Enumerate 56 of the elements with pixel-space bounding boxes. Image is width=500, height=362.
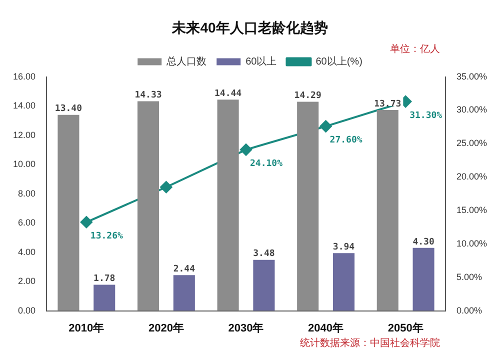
y-tick-label: 6.00	[18, 218, 36, 228]
point	[80, 216, 92, 228]
y-tick-label: 10.00	[12, 159, 36, 170]
data-label: 31.30%	[410, 110, 443, 121]
y2-tick-label: 30.00%	[456, 104, 488, 115]
data-label: 14.44	[214, 88, 242, 99]
x-tick-label: 2040年	[308, 321, 344, 334]
data-label: 1.78	[94, 274, 116, 284]
data-label: 13.40	[54, 104, 82, 114]
data-label: 24.10%	[250, 159, 284, 170]
data-label: 14.29	[294, 91, 322, 102]
y2-tick-label: 35.00%	[456, 71, 488, 82]
x-tick-label: 2020年	[148, 321, 184, 334]
bar	[58, 114, 80, 311]
y-tick-label: 2.00	[18, 276, 36, 286]
text: 单位：亿人	[390, 42, 440, 56]
y2-tick-label: 10.00%	[456, 238, 488, 248]
y-tick-label: 14.00	[12, 100, 36, 111]
y-tick-label: 8.00	[18, 188, 36, 198]
bar	[137, 101, 160, 311]
x-tick-label: 2030年	[228, 321, 264, 334]
bar	[297, 102, 319, 311]
x-tick-label: 2010年	[68, 321, 104, 334]
legend-label: 60以上(%)	[316, 56, 362, 68]
data-label: 4.30	[412, 237, 434, 248]
y2-tick-label: 20.00%	[456, 172, 488, 182]
bar	[217, 100, 239, 311]
y-tick-label: 16.00	[12, 71, 36, 82]
bar	[376, 110, 398, 311]
bar	[332, 253, 355, 311]
y2-tick-label: 15.00%	[456, 205, 488, 215]
legend-label: 总人口数	[166, 56, 207, 68]
y-tick-label: 4.00	[18, 246, 36, 257]
data-label: 27.60%	[330, 136, 363, 146]
bar	[173, 275, 195, 311]
y2-tick-label: 25.00%	[456, 138, 488, 148]
data-label: 13.26%	[90, 231, 124, 242]
text: 统计数据来源：中国社会科学院	[300, 336, 440, 350]
bar	[253, 260, 275, 311]
point	[160, 181, 172, 194]
point	[320, 120, 332, 132]
y-tick-label: 12.00	[12, 130, 36, 140]
y2-tick-label: 0.00%	[456, 305, 482, 316]
legend-label: 60以上	[246, 56, 277, 68]
data-label: 3.94	[332, 242, 356, 253]
data-label: 14.33	[134, 90, 162, 101]
y-tick-label: 0.00	[18, 305, 36, 316]
data-label: 13.73	[374, 99, 402, 110]
chart-title: 未来40年人口老龄化趋势	[171, 19, 328, 36]
bar	[412, 248, 434, 311]
data-label: 2.44	[173, 264, 196, 274]
data-label: 3.48	[253, 249, 275, 260]
point	[240, 144, 252, 156]
bar	[94, 284, 116, 311]
x-tick-label: 2050年	[388, 321, 424, 334]
y2-tick-label: 5.00%	[456, 272, 482, 282]
